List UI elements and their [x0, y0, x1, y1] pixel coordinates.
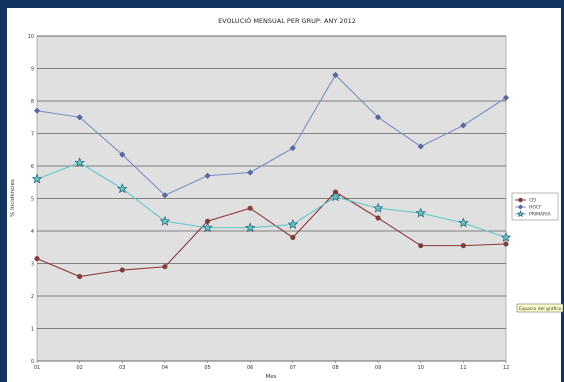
data-point[interactable] [77, 274, 83, 280]
data-point[interactable] [74, 157, 85, 168]
series-primaria[interactable] [31, 157, 512, 242]
data-point[interactable] [458, 217, 469, 228]
y-tick-label: 4 [31, 229, 34, 235]
x-tick-label: 12 [503, 365, 509, 371]
tooltip-text: Espacio del gráfico [519, 305, 562, 312]
x-tick-label: 08 [332, 365, 338, 371]
chart-title: EVOLUCIÓ MENSUAL PER GRUP: ANY 2012 [218, 16, 356, 25]
y-tick-label: 1 [31, 326, 34, 332]
data-point[interactable] [159, 215, 171, 226]
legend-marker[interactable] [518, 197, 523, 203]
data-point[interactable] [247, 205, 253, 211]
data-point[interactable] [503, 241, 509, 247]
y-tick-label: 10 [28, 34, 34, 40]
data-point[interactable] [460, 122, 467, 129]
y-tick-label: 0 [31, 359, 34, 365]
data-point[interactable] [290, 234, 296, 240]
legend-marker[interactable] [517, 204, 524, 210]
x-tick-label: 05 [204, 365, 210, 371]
y-tick-label: 7 [31, 131, 34, 137]
y-tick-label: 3 [31, 261, 34, 267]
data-point[interactable] [117, 183, 128, 194]
data-point[interactable] [247, 169, 254, 176]
x-tick-label: 06 [247, 365, 253, 371]
x-tick-label: 07 [290, 365, 296, 371]
data-point[interactable] [34, 256, 40, 262]
data-point[interactable] [31, 173, 43, 184]
x-tick-label: 11 [460, 365, 466, 371]
y-tick-label: 5 [31, 196, 34, 202]
legend-item-hocf[interactable]: HOCF [515, 204, 542, 211]
data-point[interactable] [460, 243, 466, 249]
series-line[interactable] [36, 74, 507, 196]
legend-item-cei[interactable]: CEI [515, 198, 536, 204]
data-point[interactable] [202, 222, 213, 233]
y-tick-label: 9 [31, 66, 34, 72]
data-point[interactable] [204, 172, 211, 179]
x-axis-label: Mes [266, 374, 277, 380]
data-point[interactable] [287, 219, 298, 229]
data-point[interactable] [76, 114, 83, 121]
data-point[interactable] [332, 71, 339, 79]
y-tick-label: 8 [31, 99, 34, 105]
series-line[interactable] [36, 162, 507, 239]
legend-label: PRIMARIA [529, 212, 552, 218]
data-point[interactable] [245, 222, 256, 233]
data-point[interactable] [330, 191, 341, 202]
data-point[interactable] [161, 192, 168, 199]
data-point[interactable] [418, 243, 424, 249]
series-cei[interactable] [34, 189, 509, 280]
data-point[interactable] [119, 151, 126, 158]
legend-label: CEI [529, 198, 536, 204]
x-tick-label: 10 [418, 365, 424, 371]
data-point[interactable] [375, 114, 382, 121]
data-point[interactable] [415, 207, 426, 218]
data-point[interactable] [500, 232, 512, 242]
legend-item-primaria[interactable]: PRIMARIA [515, 210, 552, 218]
x-tick-label: 03 [119, 365, 125, 371]
y-axis-label: % Incidències [9, 179, 16, 217]
data-point[interactable] [33, 107, 41, 114]
data-point[interactable] [502, 94, 510, 101]
y-tick-label: 6 [31, 164, 34, 170]
x-tick-label: 02 [76, 365, 82, 371]
data-point[interactable] [417, 143, 424, 150]
x-tick-label: 01 [34, 365, 40, 371]
series-hocf[interactable] [33, 71, 510, 199]
x-tick-label: 09 [375, 365, 381, 371]
y-tick-label: 2 [31, 294, 34, 300]
data-point[interactable] [289, 145, 296, 152]
legend-marker[interactable] [516, 210, 525, 218]
data-point[interactable] [119, 267, 125, 273]
x-tick-label: 04 [162, 365, 168, 371]
data-point[interactable] [375, 215, 381, 221]
legend-label: HOCF [529, 205, 542, 211]
series-line[interactable] [36, 191, 507, 278]
data-point[interactable] [162, 264, 168, 270]
data-point[interactable] [372, 202, 384, 213]
chart-area-tooltip: Espacio del gráfico [516, 303, 564, 313]
